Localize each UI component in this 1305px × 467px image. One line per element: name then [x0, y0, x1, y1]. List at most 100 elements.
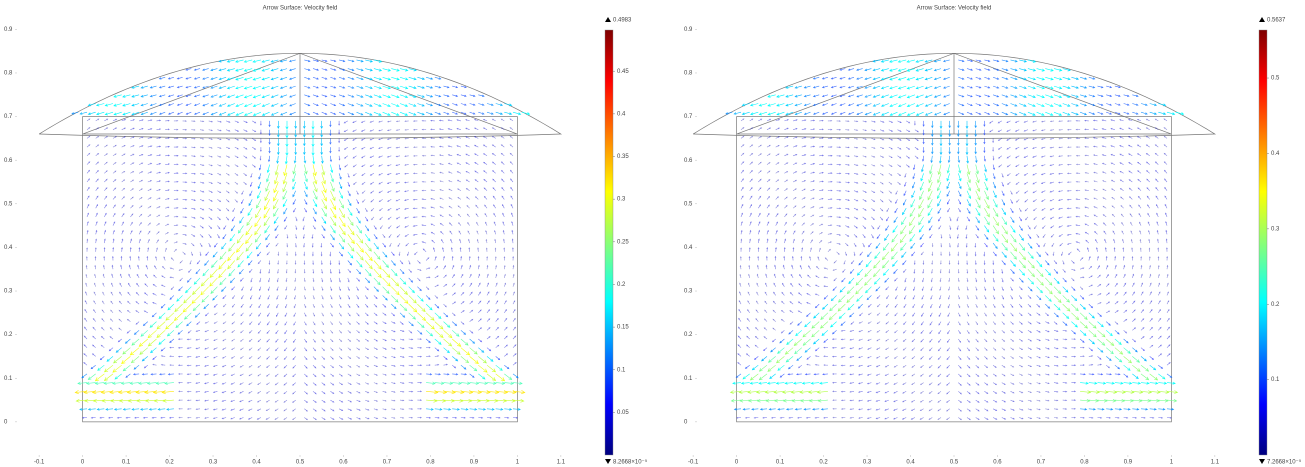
velocity-arrow — [837, 164, 841, 165]
velocity-arrow — [1085, 215, 1089, 217]
velocity-arrow — [966, 121, 968, 128]
velocity-arrow — [1129, 162, 1133, 164]
velocity-arrow — [348, 383, 351, 385]
velocity-arrow — [313, 418, 316, 420]
velocity-arrow — [1115, 265, 1116, 269]
velocity-arrow — [169, 95, 174, 97]
velocity-arrow — [929, 400, 932, 402]
velocity-arrow — [993, 191, 996, 198]
velocity-arrow — [277, 304, 279, 308]
velocity-arrow — [470, 356, 479, 363]
velocity-arrow — [226, 217, 229, 220]
velocity-arrow — [850, 339, 854, 340]
velocity-arrow — [293, 348, 296, 351]
velocity-arrow — [383, 295, 388, 300]
velocity-arrow — [400, 86, 408, 89]
velocity-arrow — [513, 301, 515, 304]
velocity-arrow — [409, 400, 413, 401]
velocity-arrow — [1103, 172, 1107, 174]
velocity-arrow — [444, 408, 451, 410]
velocity-arrow — [777, 112, 785, 115]
velocity-arrow — [137, 283, 140, 286]
velocity-arrow — [304, 313, 306, 317]
velocity-arrow — [413, 208, 417, 209]
velocity-arrow — [1037, 112, 1045, 115]
velocity-arrow — [750, 162, 753, 165]
velocity-arrow — [967, 339, 969, 342]
velocity-arrow — [775, 265, 776, 269]
velocity-arrow — [1060, 243, 1063, 246]
velocity-arrow — [183, 138, 187, 139]
velocity-arrow — [122, 197, 125, 200]
velocity-arrow — [141, 330, 148, 336]
velocity-arrow — [493, 171, 496, 174]
velocity-arrow — [1115, 348, 1123, 355]
velocity-arrow — [365, 278, 369, 283]
velocity-arrow — [1155, 153, 1158, 156]
velocity-arrow — [169, 77, 174, 79]
velocity-arrow — [903, 261, 907, 265]
velocity-arrow — [87, 231, 88, 235]
velocity-arrow — [165, 129, 169, 130]
velocity-arrow — [452, 356, 458, 361]
velocity-arrow — [113, 119, 117, 121]
velocity-arrow — [1132, 283, 1134, 287]
velocity-arrow — [1150, 327, 1153, 330]
velocity-arrow — [824, 277, 828, 278]
velocity-arrow — [984, 304, 986, 307]
x-tick-label: 0.3 — [863, 460, 872, 466]
velocity-arrow — [1037, 365, 1041, 366]
velocity-arrow — [248, 261, 252, 266]
velocity-arrow — [248, 208, 252, 215]
velocity-arrow — [776, 231, 778, 235]
velocity-arrow — [811, 240, 813, 243]
velocity-arrow — [391, 278, 398, 286]
velocity-arrow — [114, 112, 122, 115]
velocity-arrow — [1111, 120, 1115, 121]
velocity-arrow — [466, 137, 470, 139]
velocity-arrow — [339, 418, 343, 420]
velocity-arrow — [993, 365, 996, 367]
velocity-arrow — [815, 294, 819, 296]
velocity-arrow — [405, 138, 409, 139]
velocity-arrow — [478, 310, 481, 313]
velocity-arrow — [513, 292, 515, 295]
velocity-arrow — [1080, 112, 1086, 115]
velocity-arrow — [793, 163, 797, 165]
velocity-arrow — [163, 267, 166, 270]
velocity-arrow — [871, 191, 874, 193]
velocity-arrow — [1019, 304, 1022, 307]
velocity-arrow — [345, 156, 348, 158]
velocity-arrow — [249, 365, 252, 367]
velocity-arrow — [1129, 128, 1133, 130]
velocity-arrow — [200, 217, 204, 219]
velocity-arrow — [823, 112, 828, 114]
velocity-arrow — [785, 348, 793, 355]
velocity-arrow — [776, 154, 779, 156]
velocity-arrow — [259, 165, 261, 170]
velocity-arrow — [130, 256, 131, 260]
velocity-arrow — [912, 339, 915, 342]
velocity-arrow — [290, 112, 296, 115]
velocity-arrow — [921, 374, 924, 376]
velocity-arrow — [813, 77, 819, 79]
velocity-arrow — [353, 147, 357, 149]
velocity-arrow — [87, 248, 88, 252]
velocity-arrow — [807, 302, 811, 304]
velocity-arrow — [232, 339, 235, 341]
velocity-arrow — [217, 138, 221, 139]
velocity-arrow — [871, 138, 875, 139]
velocity-arrow — [1002, 269, 1003, 273]
velocity-arrow — [940, 269, 941, 273]
velocity-arrow — [104, 179, 107, 182]
velocity-arrow — [267, 339, 270, 342]
velocity-arrow — [1011, 304, 1013, 307]
velocity-arrow — [174, 155, 178, 156]
velocity-arrow — [849, 86, 855, 88]
velocity-arrow — [322, 409, 325, 411]
velocity-arrow — [400, 409, 404, 410]
velocity-arrow — [1059, 226, 1063, 228]
velocity-arrow — [742, 382, 750, 384]
velocity-arrow — [365, 269, 371, 276]
velocity-arrow — [444, 339, 452, 346]
